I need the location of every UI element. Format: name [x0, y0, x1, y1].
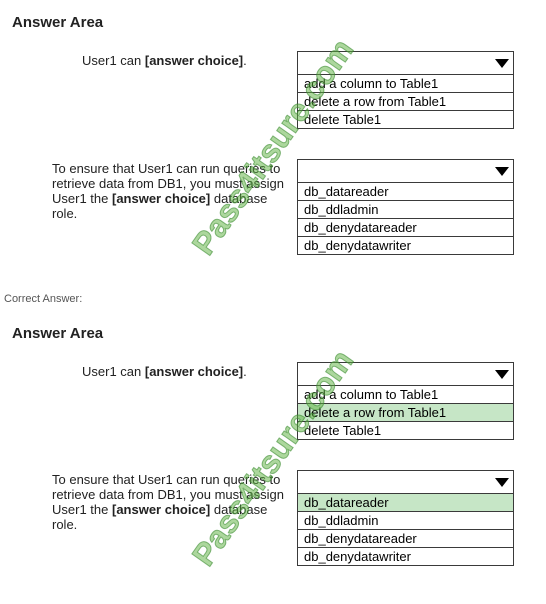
q1-option[interactable]: delete Table1 — [298, 110, 513, 128]
chevron-down-icon — [495, 370, 509, 379]
answer-area-heading: Answer Area — [12, 14, 534, 31]
q1-dropdown-top[interactable] — [298, 52, 513, 74]
a2-row: To ensure that User1 can run queries to … — [12, 470, 534, 566]
q2-bold: [answer choice] — [112, 191, 210, 206]
chevron-down-icon — [495, 59, 509, 68]
a2-bold: [answer choice] — [112, 502, 210, 517]
a2-option[interactable]: db_datareader — [298, 493, 513, 511]
chevron-down-icon — [495, 167, 509, 176]
chevron-down-icon — [495, 478, 509, 487]
a2-option[interactable]: db_denydatawriter — [298, 547, 513, 565]
q2-option[interactable]: db_denydatawriter — [298, 236, 513, 254]
a2-option[interactable]: db_ddladmin — [298, 511, 513, 529]
answer-area-heading2: Answer Area — [12, 325, 534, 342]
a1-bold: [answer choice] — [145, 364, 243, 379]
a1-dropdown-top[interactable] — [298, 363, 513, 385]
answer-area: Pass4itsure.com Answer Area User1 can [a… — [0, 311, 546, 604]
a2-option[interactable]: db_denydatareader — [298, 529, 513, 547]
a1-prefix: User1 can — [82, 364, 145, 379]
q2-row: To ensure that User1 can run queries to … — [12, 159, 534, 255]
a1-prompt: User1 can [answer choice]. — [12, 362, 297, 379]
q1-bold: [answer choice] — [145, 53, 243, 68]
q2-option[interactable]: db_datareader — [298, 182, 513, 200]
question-area: Pass4itsure.com Answer Area User1 can [a… — [0, 0, 546, 293]
correct-answer-label: Correct Answer: — [0, 293, 546, 305]
q2-dropdown[interactable]: db_datareader db_ddladmin db_denydatarea… — [297, 159, 514, 255]
q1-dropdown[interactable]: add a column to Table1 delete a row from… — [297, 51, 514, 129]
q2-option[interactable]: db_ddladmin — [298, 200, 513, 218]
q1-row: User1 can [answer choice]. add a column … — [12, 51, 534, 129]
a1-suffix: . — [243, 364, 247, 379]
a1-option[interactable]: delete a row from Table1 — [298, 403, 513, 421]
a1-dropdown[interactable]: add a column to Table1 delete a row from… — [297, 362, 514, 440]
a1-row: User1 can [answer choice]. add a column … — [12, 362, 534, 440]
a2-prompt: To ensure that User1 can run queries to … — [12, 470, 297, 532]
q1-suffix: . — [243, 53, 247, 68]
q2-prompt: To ensure that User1 can run queries to … — [12, 159, 297, 221]
q1-option[interactable]: add a column to Table1 — [298, 74, 513, 92]
a1-option[interactable]: add a column to Table1 — [298, 385, 513, 403]
q1-option[interactable]: delete a row from Table1 — [298, 92, 513, 110]
a1-option[interactable]: delete Table1 — [298, 421, 513, 439]
a2-dropdown-top[interactable] — [298, 471, 513, 493]
q2-option[interactable]: db_denydatareader — [298, 218, 513, 236]
q1-prefix: User1 can — [82, 53, 145, 68]
q1-prompt: User1 can [answer choice]. — [12, 51, 297, 68]
q2-dropdown-top[interactable] — [298, 160, 513, 182]
a2-dropdown[interactable]: db_datareader db_ddladmin db_denydatarea… — [297, 470, 514, 566]
